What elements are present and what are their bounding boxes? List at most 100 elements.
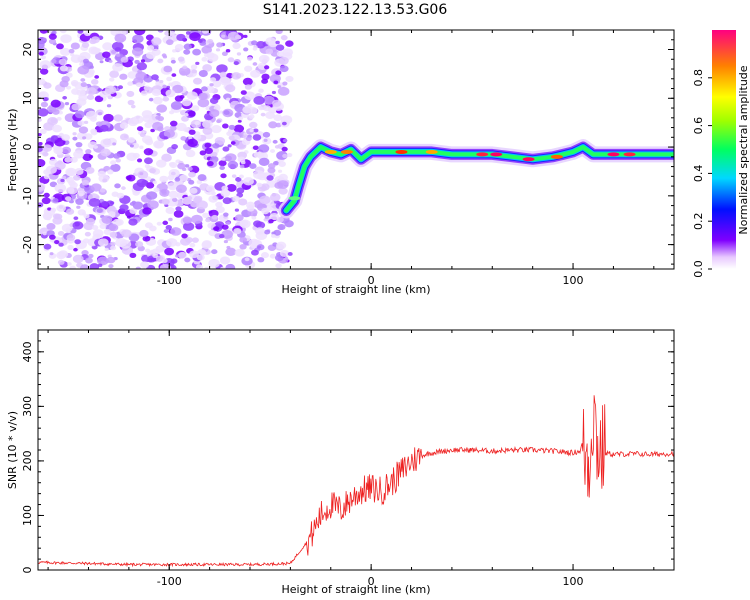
noise-speckle bbox=[109, 77, 115, 82]
noise-speckle bbox=[171, 144, 178, 150]
noise-speckle bbox=[137, 170, 149, 179]
noise-speckle bbox=[205, 217, 211, 223]
noise-speckle bbox=[84, 133, 93, 140]
noise-speckle bbox=[285, 75, 294, 83]
ridge-peak bbox=[623, 152, 636, 157]
noise-speckle bbox=[225, 263, 236, 269]
noise-speckle bbox=[268, 219, 274, 224]
noise-speckle bbox=[110, 49, 117, 54]
noise-speckle bbox=[143, 148, 154, 156]
noise-speckle bbox=[212, 80, 222, 88]
noise-speckle bbox=[194, 120, 201, 126]
noise-speckle bbox=[243, 47, 249, 52]
noise-speckle bbox=[38, 93, 42, 98]
noise-speckle bbox=[85, 166, 95, 174]
noise-speckle bbox=[225, 247, 237, 257]
noise-speckle bbox=[66, 234, 76, 241]
noise-speckle bbox=[191, 214, 203, 224]
noise-speckle bbox=[172, 84, 184, 94]
noise-speckle bbox=[258, 54, 270, 64]
noise-speckle bbox=[221, 224, 229, 230]
noise-speckle bbox=[269, 74, 281, 83]
noise-speckle bbox=[67, 245, 74, 251]
noise-speckle bbox=[201, 45, 212, 54]
noise-speckle bbox=[256, 182, 263, 188]
noise-speckle bbox=[207, 53, 219, 62]
noise-speckle bbox=[38, 37, 47, 44]
noise-speckle bbox=[104, 85, 117, 95]
noise-speckle bbox=[208, 258, 220, 268]
noise-speckle bbox=[76, 205, 81, 209]
noise-speckle bbox=[225, 84, 236, 93]
noise-speckle bbox=[174, 254, 179, 258]
noise-speckle bbox=[154, 141, 164, 149]
noise-speckle bbox=[43, 174, 50, 180]
noise-speckle bbox=[119, 73, 128, 80]
noise-speckle bbox=[38, 132, 42, 137]
noise-speckle bbox=[40, 68, 49, 75]
noise-speckle bbox=[43, 192, 50, 198]
ridge-peak bbox=[522, 157, 535, 162]
noise-speckle bbox=[213, 106, 219, 110]
noise-speckle bbox=[126, 152, 138, 162]
spectrogram-xlabel: Height of straight line (km) bbox=[281, 283, 430, 296]
noise-speckle bbox=[211, 151, 218, 157]
noise-speckle bbox=[151, 88, 162, 97]
noise-speckle bbox=[170, 227, 182, 236]
noise-speckle bbox=[226, 72, 234, 79]
noise-speckle bbox=[116, 53, 121, 57]
noise-speckle bbox=[234, 214, 244, 222]
noise-speckle bbox=[165, 39, 174, 46]
noise-speckle bbox=[42, 97, 49, 102]
noise-speckle bbox=[65, 167, 77, 177]
noise-speckle bbox=[106, 256, 116, 264]
ridge-band bbox=[284, 145, 674, 213]
noise-speckle bbox=[233, 124, 245, 133]
noise-speckle bbox=[89, 65, 94, 69]
noise-speckle bbox=[43, 243, 52, 250]
noise-speckle bbox=[188, 136, 193, 140]
noise-speckle bbox=[113, 114, 123, 122]
noise-speckle bbox=[38, 184, 45, 192]
noise-speckle bbox=[201, 241, 212, 249]
noise-speckle bbox=[268, 121, 278, 129]
noise-speckle bbox=[182, 216, 193, 224]
noise-speckle bbox=[219, 71, 227, 78]
noise-speckle bbox=[165, 224, 172, 230]
noise-speckle bbox=[260, 183, 270, 191]
noise-speckle bbox=[73, 150, 84, 159]
noise-speckle bbox=[231, 174, 237, 178]
noise-speckle bbox=[230, 141, 236, 145]
noise-speckle bbox=[255, 227, 265, 235]
noise-speckle bbox=[101, 215, 113, 224]
noise-speckle bbox=[196, 179, 203, 185]
noise-speckle bbox=[52, 216, 63, 225]
spectrogram-y-tick-label: 20 bbox=[21, 43, 34, 57]
noise-speckle bbox=[159, 80, 164, 84]
noise-speckle bbox=[108, 211, 116, 217]
ridge-peak bbox=[550, 154, 563, 159]
noise-speckle bbox=[145, 34, 154, 41]
snr-axes: -100 0 100 0 100 200 300 400 bbox=[21, 329, 674, 588]
noise-speckle bbox=[253, 170, 265, 180]
noise-speckle bbox=[132, 115, 144, 124]
noise-speckle bbox=[225, 49, 231, 53]
noise-speckle bbox=[182, 222, 195, 231]
noise-speckle bbox=[161, 258, 168, 264]
noise-speckle bbox=[77, 120, 85, 126]
noise-speckle bbox=[261, 73, 270, 81]
noise-speckle bbox=[56, 116, 62, 121]
noise-speckle bbox=[99, 124, 109, 132]
noise-speckle bbox=[220, 173, 227, 179]
noise-speckle bbox=[81, 250, 89, 256]
noise-speckle bbox=[269, 213, 279, 221]
noise-speckle bbox=[202, 64, 213, 72]
noise-speckle bbox=[102, 178, 108, 183]
noise-speckle bbox=[189, 187, 198, 194]
noise-speckle bbox=[234, 208, 239, 212]
noise-speckle bbox=[168, 162, 175, 167]
noise-speckle bbox=[43, 82, 52, 89]
noise-speckle bbox=[236, 187, 245, 194]
noise-speckle bbox=[260, 252, 269, 259]
